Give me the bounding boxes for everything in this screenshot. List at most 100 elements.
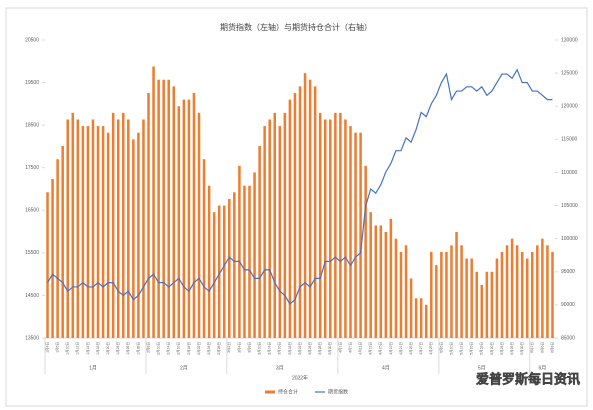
legend-swatch: [265, 390, 275, 394]
bar: [217, 205, 221, 338]
x-axis-label: 2022年: [292, 374, 308, 381]
bar: [71, 112, 75, 338]
bar: [531, 251, 534, 338]
month-label: 1月: [89, 365, 97, 371]
bar: [334, 112, 337, 338]
x-tick-label: 2月28日: [216, 342, 221, 355]
y2-tick-label: 120000: [561, 104, 578, 110]
bar: [248, 185, 251, 338]
x-tick-label: 1月12日: [75, 342, 80, 355]
bar: [323, 119, 327, 338]
x-tick-label: 6月6日: [539, 342, 544, 353]
y-tick-label: 13500: [25, 335, 39, 341]
bar: [480, 285, 484, 338]
bar: [177, 106, 181, 338]
bar: [127, 119, 130, 338]
bar: [116, 119, 120, 338]
x-tick-label: 4月15日: [378, 342, 383, 355]
bar: [525, 258, 529, 338]
x-tick-label: 3月22日: [297, 342, 302, 355]
y-tick-label: 18500: [25, 122, 39, 128]
bar: [475, 271, 478, 338]
x-tick-label: 5月6日: [438, 342, 443, 353]
bar: [258, 145, 261, 338]
x-tick-label: 4月29日: [428, 342, 433, 355]
bar: [389, 218, 393, 338]
x-tick-label: 4月25日: [408, 342, 413, 355]
bar: [515, 245, 519, 338]
bar: [152, 66, 155, 338]
x-tick-label: 4月19日: [388, 342, 393, 355]
bar: [460, 245, 463, 338]
bar: [414, 298, 418, 338]
bar: [202, 159, 206, 338]
x-tick-label: 5月18日: [479, 342, 484, 355]
month-label: 4月: [382, 365, 390, 371]
bar: [419, 298, 423, 338]
legend-label: 持仓合计: [278, 388, 298, 395]
x-tick-label: 3月16日: [277, 342, 282, 355]
bar: [293, 92, 297, 338]
bar: [46, 192, 49, 338]
bar: [344, 119, 347, 338]
x-tick-label: 3月4日: [236, 342, 241, 353]
x-tick-label: 4月13日: [368, 342, 373, 355]
y2-tick-label: 130000: [561, 37, 578, 43]
bar: [430, 251, 433, 338]
x-tick-label: 1月20日: [105, 342, 110, 355]
bar: [359, 132, 362, 338]
bar: [253, 172, 256, 338]
bar: [238, 165, 241, 338]
bar: [207, 185, 211, 338]
bar: [354, 132, 357, 338]
bar: [106, 132, 110, 338]
bar: [329, 119, 332, 338]
bar: [313, 86, 317, 338]
y-tick-label: 14500: [25, 293, 39, 299]
bar: [157, 79, 160, 338]
x-tick-label: 2月22日: [196, 342, 201, 355]
x-tick-label: 2月14日: [166, 342, 171, 355]
x-tick-label: 3月14日: [267, 342, 272, 355]
x-tick-label: 4月11日: [358, 342, 363, 355]
bar: [212, 212, 216, 338]
bar: [192, 92, 196, 338]
bar: [147, 92, 150, 338]
bar: [318, 112, 322, 338]
y-tick-label: 19500: [25, 80, 39, 86]
bar: [551, 251, 554, 338]
month-label: 3月: [276, 365, 284, 371]
bar: [369, 212, 372, 338]
x-tick-label: 1月24日: [115, 342, 120, 355]
bar: [440, 251, 443, 338]
y2-tick-label: 95000: [561, 269, 575, 275]
bar: [172, 86, 176, 338]
bar: [81, 126, 85, 338]
bar: [379, 225, 383, 338]
y-tick-label: 20500: [25, 37, 39, 43]
bar: [96, 126, 100, 338]
bar: [233, 192, 236, 338]
bar: [197, 112, 201, 338]
x-tick-label: 2月16日: [176, 342, 181, 355]
x-tick-label: 1月4日: [44, 342, 49, 353]
x-tick-label: 1月26日: [125, 342, 130, 355]
bar: [435, 265, 438, 338]
bar: [228, 198, 231, 338]
bar: [349, 126, 352, 338]
y2-tick-label: 115000: [561, 137, 578, 143]
y2-tick-label: 90000: [561, 302, 575, 308]
x-tick-label: 3月8日: [246, 342, 251, 353]
y-tick-label: 15500: [25, 250, 39, 256]
x-tick-label: 5月20日: [489, 342, 494, 355]
month-label: 2月: [180, 365, 188, 371]
x-tick-label: 4月27日: [418, 342, 423, 355]
x-tick-label: 5月24日: [499, 342, 504, 355]
bar: [162, 79, 165, 338]
bar: [56, 159, 59, 338]
bar: [374, 225, 378, 338]
x-tick-label: 2月10日: [156, 342, 161, 355]
bar: [76, 119, 80, 338]
bar: [273, 112, 277, 338]
bar: [384, 232, 388, 338]
